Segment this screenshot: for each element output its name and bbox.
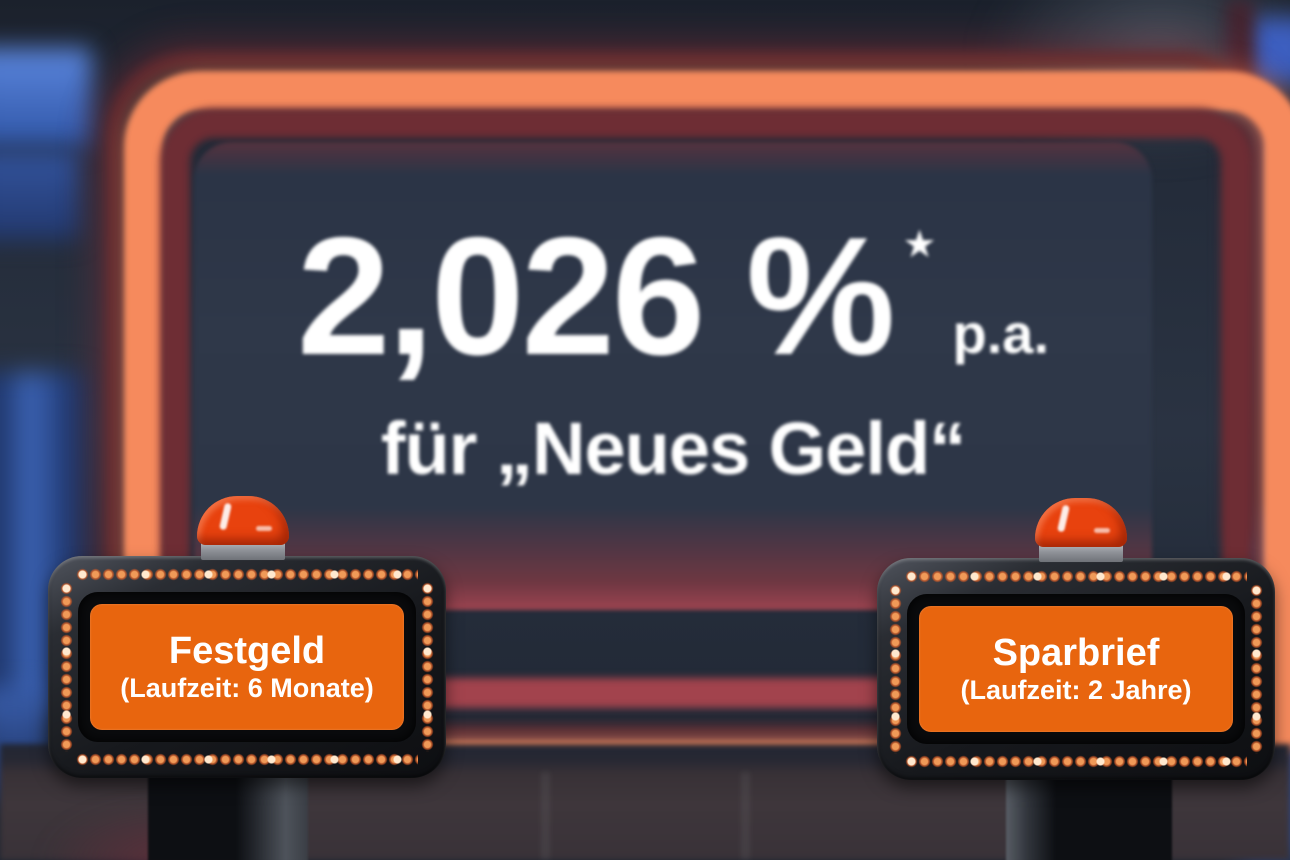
buzzer-dome-icon [197, 496, 289, 545]
buzzer-button [197, 490, 289, 560]
footnote-star-icon: ★ [902, 224, 937, 266]
product-term: (Laufzeit: 2 Jahre) [960, 675, 1192, 706]
marquee-lights [905, 755, 1247, 768]
floor-light-streak [741, 772, 750, 860]
podium-pedestal-left [148, 770, 308, 860]
product-label-sparbrief: Sparbrief (Laufzeit: 2 Jahre) [919, 606, 1233, 732]
per-annum-label: p.a. [952, 302, 1049, 365]
marquee-lights [1250, 584, 1263, 754]
marquee-lights [889, 584, 902, 754]
buzzer-dome-icon [1035, 498, 1127, 547]
marquee-lights [76, 753, 418, 766]
product-label-festgeld: Festgeld (Laufzeit: 6 Monate) [90, 604, 404, 730]
marquee-lights [76, 568, 418, 581]
blue-light-panel-left [0, 48, 92, 148]
floor-light-streak [541, 772, 550, 860]
product-term: (Laufzeit: 6 Monate) [120, 673, 374, 704]
buzzer-button [1035, 492, 1127, 562]
podium-sign-sparbrief: Sparbrief (Laufzeit: 2 Jahre) [877, 498, 1275, 780]
marquee-lights [905, 570, 1247, 583]
podium-pedestal-right [1006, 770, 1172, 860]
interest-rate-value: 2,026 % [296, 202, 895, 390]
studio-screen [194, 142, 1152, 610]
marquee-lights [421, 582, 434, 752]
interest-rate-row: 2,026 % ★ p.a. [194, 142, 1152, 380]
marquee-lights [60, 582, 73, 752]
screen-content: 2,026 % ★ p.a. für „Neues Geld“ [194, 142, 1152, 610]
blue-light-panel-left [0, 150, 80, 240]
product-title: Festgeld [168, 629, 326, 672]
product-title: Sparbrief [992, 631, 1160, 674]
offer-subline: für „Neues Geld“ [380, 407, 966, 490]
podium-sign-festgeld: Festgeld (Laufzeit: 6 Monate) [48, 496, 446, 778]
